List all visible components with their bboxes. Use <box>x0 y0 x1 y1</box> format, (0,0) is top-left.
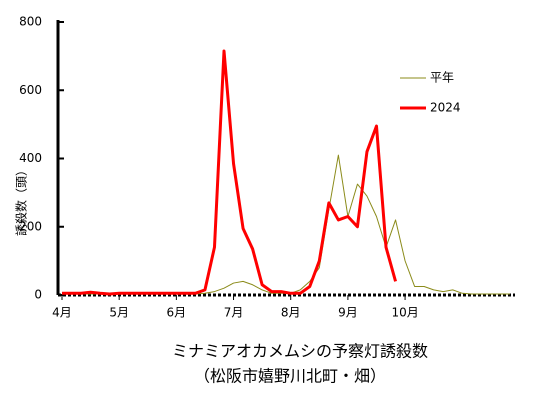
y-tick-label: 400 <box>19 151 42 165</box>
x-tick-label: 10月 <box>391 306 418 320</box>
x-tick-label: 5月 <box>109 306 129 320</box>
x-tick-label: 7月 <box>224 306 244 320</box>
x-tick-label: 4月 <box>52 306 72 320</box>
x-tick-label: 9月 <box>338 306 358 320</box>
y-tick-label: 200 <box>19 219 42 233</box>
y-tick-label: 0 <box>34 288 42 302</box>
y-tick-label: 600 <box>19 83 42 97</box>
x-tick-label: 6月 <box>167 306 187 320</box>
y-axis-label: 誘殺数（頭） <box>14 164 29 236</box>
x-tick-label: 8月 <box>281 306 301 320</box>
legend-label: 2024 <box>430 101 461 115</box>
series-line <box>62 154 510 295</box>
chart-title: ミナミアオカメムシの予察灯誘殺数 <box>172 342 428 361</box>
legend-label: 平年 <box>430 71 454 85</box>
chart-subtitle: （松阪市嬉野川北町・畑） <box>194 367 386 386</box>
series-line <box>62 49 397 296</box>
y-tick-label: 800 <box>19 15 42 29</box>
